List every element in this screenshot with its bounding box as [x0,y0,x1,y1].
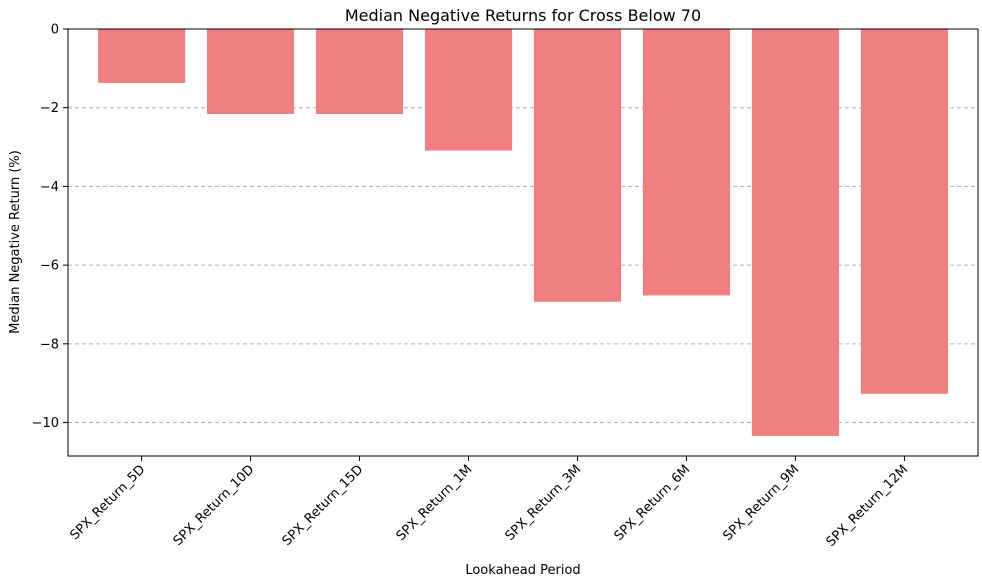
x-axis-ticks: SPX_Return_5D SPX_Return_10D SPX_Return_15… [67,456,911,550]
y-axis-ticks: 0 −2 −4 −6 −8 −10 [32,23,68,431]
bar-spx-return-3m [533,29,622,302]
y-tick-label: −8 [40,337,59,352]
x-tick-label: SPX_Return_6M [612,462,694,544]
bar-spx-return-12m [860,29,949,394]
y-tick-label: −2 [40,101,59,116]
bar-spx-return-6m [642,29,731,296]
x-tick-label: SPX_Return_10D [171,462,258,549]
bar-spx-return-9m [751,29,840,436]
x-tick-label: SPX_Return_5D [67,462,148,543]
bar-spx-return-5d [97,29,186,83]
chart-title: Median Negative Returns for Cross Below … [345,6,701,25]
bars [97,29,949,436]
bar-spx-return-15d [315,29,404,115]
grid-lines [68,107,978,424]
bar-spx-return-10d [206,29,295,115]
x-tick-label: SPX_Return_1M [394,462,476,544]
x-tick-label: SPX_Return_15D [280,462,367,549]
y-axis-label: Median Negative Return (%) [8,150,23,334]
y-tick-label: −6 [40,259,59,274]
x-tick-label: SPX_Return_12M [824,462,912,550]
x-axis-label: Lookahead Period [465,563,580,578]
bar-spx-return-1m [424,29,513,151]
y-tick-label: −4 [40,180,59,195]
y-tick-label: 0 [51,23,59,38]
y-tick-label: −10 [32,416,59,431]
plot-frame [67,28,979,457]
x-tick-label: SPX_Return_3M [503,462,585,544]
x-tick-label: SPX_Return_9M [721,462,803,544]
